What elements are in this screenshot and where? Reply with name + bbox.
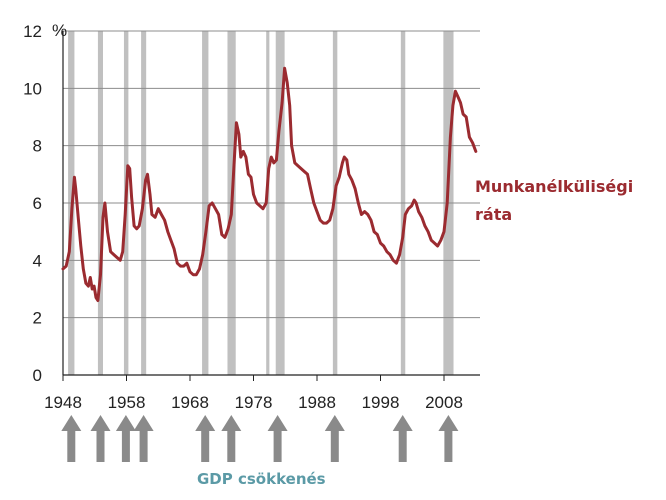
y-tick-label: 0 xyxy=(33,366,42,385)
y-tick-label: 8 xyxy=(33,137,42,156)
labels: % Munkanélküliségi ráta GDP csökkenés xyxy=(52,21,633,488)
axes: 0 2 4 6 8 10 12 1948 1958 1968 1978 1988 1998 2008 xyxy=(23,22,480,412)
up-arrow-icon xyxy=(267,415,288,462)
up-arrow-icon xyxy=(61,415,82,462)
x-tick-label: 1948 xyxy=(44,393,82,412)
up-arrow-icon xyxy=(438,415,459,462)
series-layer xyxy=(61,66,478,302)
y-tick-label: 12 xyxy=(23,22,42,41)
y-tick-label: 6 xyxy=(33,194,42,213)
recession-arrows xyxy=(61,415,459,462)
unemployment-rate-line xyxy=(61,66,478,302)
y-unit-label: % xyxy=(52,21,67,40)
up-arrow-icon xyxy=(195,415,216,462)
x-tick-label: 1998 xyxy=(362,393,400,412)
y-tick-label: 4 xyxy=(33,251,42,270)
x-tick-label: 1968 xyxy=(171,393,209,412)
arrow-caption: GDP csökkenés xyxy=(197,470,326,488)
x-tick-label: 2008 xyxy=(425,393,463,412)
up-arrow-icon xyxy=(115,415,136,462)
x-tick-label: 1978 xyxy=(235,393,273,412)
series-label-line-2: ráta xyxy=(475,205,512,224)
x-tick-label: 1958 xyxy=(108,393,146,412)
up-arrow-icon xyxy=(324,415,345,462)
up-arrow-icon xyxy=(221,415,242,462)
up-arrow-icon xyxy=(133,415,154,462)
series-label-line-1: Munkanélküliségi xyxy=(475,177,633,196)
x-tick-label: 1988 xyxy=(298,393,336,412)
up-arrow-icon xyxy=(90,415,111,462)
up-arrow-icon xyxy=(392,415,413,462)
y-tick-label: 2 xyxy=(33,309,42,328)
y-tick-label: 10 xyxy=(23,79,42,98)
grid-lines xyxy=(63,30,480,319)
